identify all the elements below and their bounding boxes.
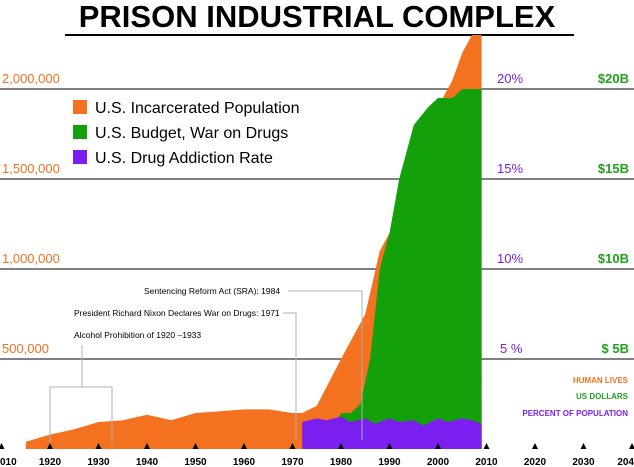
y-right-tick-15b: $15B: [598, 161, 629, 176]
y-right-tick-5b: $ 5B: [602, 341, 629, 356]
area-incarcerated: [25, 35, 482, 449]
x-tick-label-9: 2000: [427, 457, 450, 467]
leader-sra: [288, 290, 363, 440]
x-tick-mark-2: [95, 443, 102, 449]
x-tick-label-11: 2020: [524, 457, 547, 467]
x-tick-mark-1: [47, 443, 53, 449]
note-percent: PERCENT OF POPULATION: [522, 409, 628, 418]
x-tick-mark-9: [435, 443, 441, 449]
legend-label-addiction: U.S. Drug Addiction Rate: [95, 150, 273, 167]
y-mid-tick-10: 10%: [497, 251, 523, 266]
x-tick-label-5: 1960: [233, 457, 256, 467]
x-tick-label-3: 1940: [136, 457, 159, 467]
y-right-tick-20b: $20B: [598, 71, 629, 86]
note-us-dollars: US DOLLARS: [576, 392, 629, 401]
x-tick-label-2: 1930: [87, 457, 110, 467]
x-tick-mark-5: [241, 443, 247, 449]
x-tick-label-4: 1950: [184, 457, 207, 467]
annotation-sra: Sentencing Reform Act (SRA): 1984: [144, 286, 280, 296]
x-tick-mark-6: [289, 443, 296, 449]
legend-label-budget: U.S. Budget, War on Drugs: [95, 125, 288, 142]
annotation-prohibition: Alcohol Prohibition of 1920 –1933: [74, 330, 201, 340]
x-tick-label-6: 1970: [281, 457, 304, 467]
note-human-lives: HUMAN LIVES: [573, 376, 629, 385]
x-tick-label-13: 204: [617, 457, 634, 467]
annotation-leaders: [49, 290, 363, 445]
y-left-tick-500k: 500,000: [2, 341, 49, 356]
x-tick-mark-4: [192, 443, 199, 449]
x-tick-mark-0: [0, 443, 5, 449]
leader-nixon: [283, 312, 297, 440]
y-left-tick-1m: 1,000,000: [2, 251, 60, 266]
x-tick-mark-13: [629, 443, 634, 449]
legend-swatch-incarcerated: [73, 100, 87, 114]
x-tick-mark-8: [386, 443, 393, 449]
gridlines: [0, 88, 634, 360]
x-tick-mark-10: [483, 443, 490, 449]
y-mid-tick-5: 5 %: [500, 341, 523, 356]
y-mid-tick-15: 15%: [497, 161, 523, 176]
x-tick-label-7: 1980: [330, 457, 353, 467]
x-axis: 010 1920 1930 1940 1950 1960 1970 1980 1990 2000 2…: [0, 443, 634, 467]
area-budget: [331, 89, 482, 449]
area-series: [25, 35, 482, 449]
x-tick-mark-3: [144, 443, 150, 449]
y-mid-tick-20: 20%: [497, 71, 523, 86]
leader-prohibition: [49, 345, 113, 445]
chart-title: PRISON INDUSTRIAL COMPLEX: [79, 0, 556, 34]
x-tick-mark-11: [532, 443, 538, 449]
legend-swatch-addiction: [73, 150, 87, 164]
x-tick-label-10: 2010: [475, 457, 498, 467]
legend-swatch-budget: [73, 125, 87, 139]
x-tick-label-12: 2030: [572, 457, 595, 467]
x-tick-label-1: 1920: [39, 457, 62, 467]
x-tick-mark-12: [580, 443, 587, 449]
annotation-nixon: President Richard Nixon Declares War on …: [74, 308, 280, 318]
x-tick-mark-7: [338, 443, 344, 449]
legend-label-incarcerated: U.S. Incarcerated Population: [95, 100, 300, 117]
y-right-tick-10b: $10B: [598, 251, 629, 266]
y-left-tick-1.5m: 1,500,000: [2, 161, 60, 176]
x-tick-label-0: 010: [0, 457, 17, 467]
y-left-tick-2m: 2,000,000: [2, 71, 60, 86]
area-addiction: [302, 416, 482, 449]
x-tick-label-8: 1990: [378, 457, 401, 467]
